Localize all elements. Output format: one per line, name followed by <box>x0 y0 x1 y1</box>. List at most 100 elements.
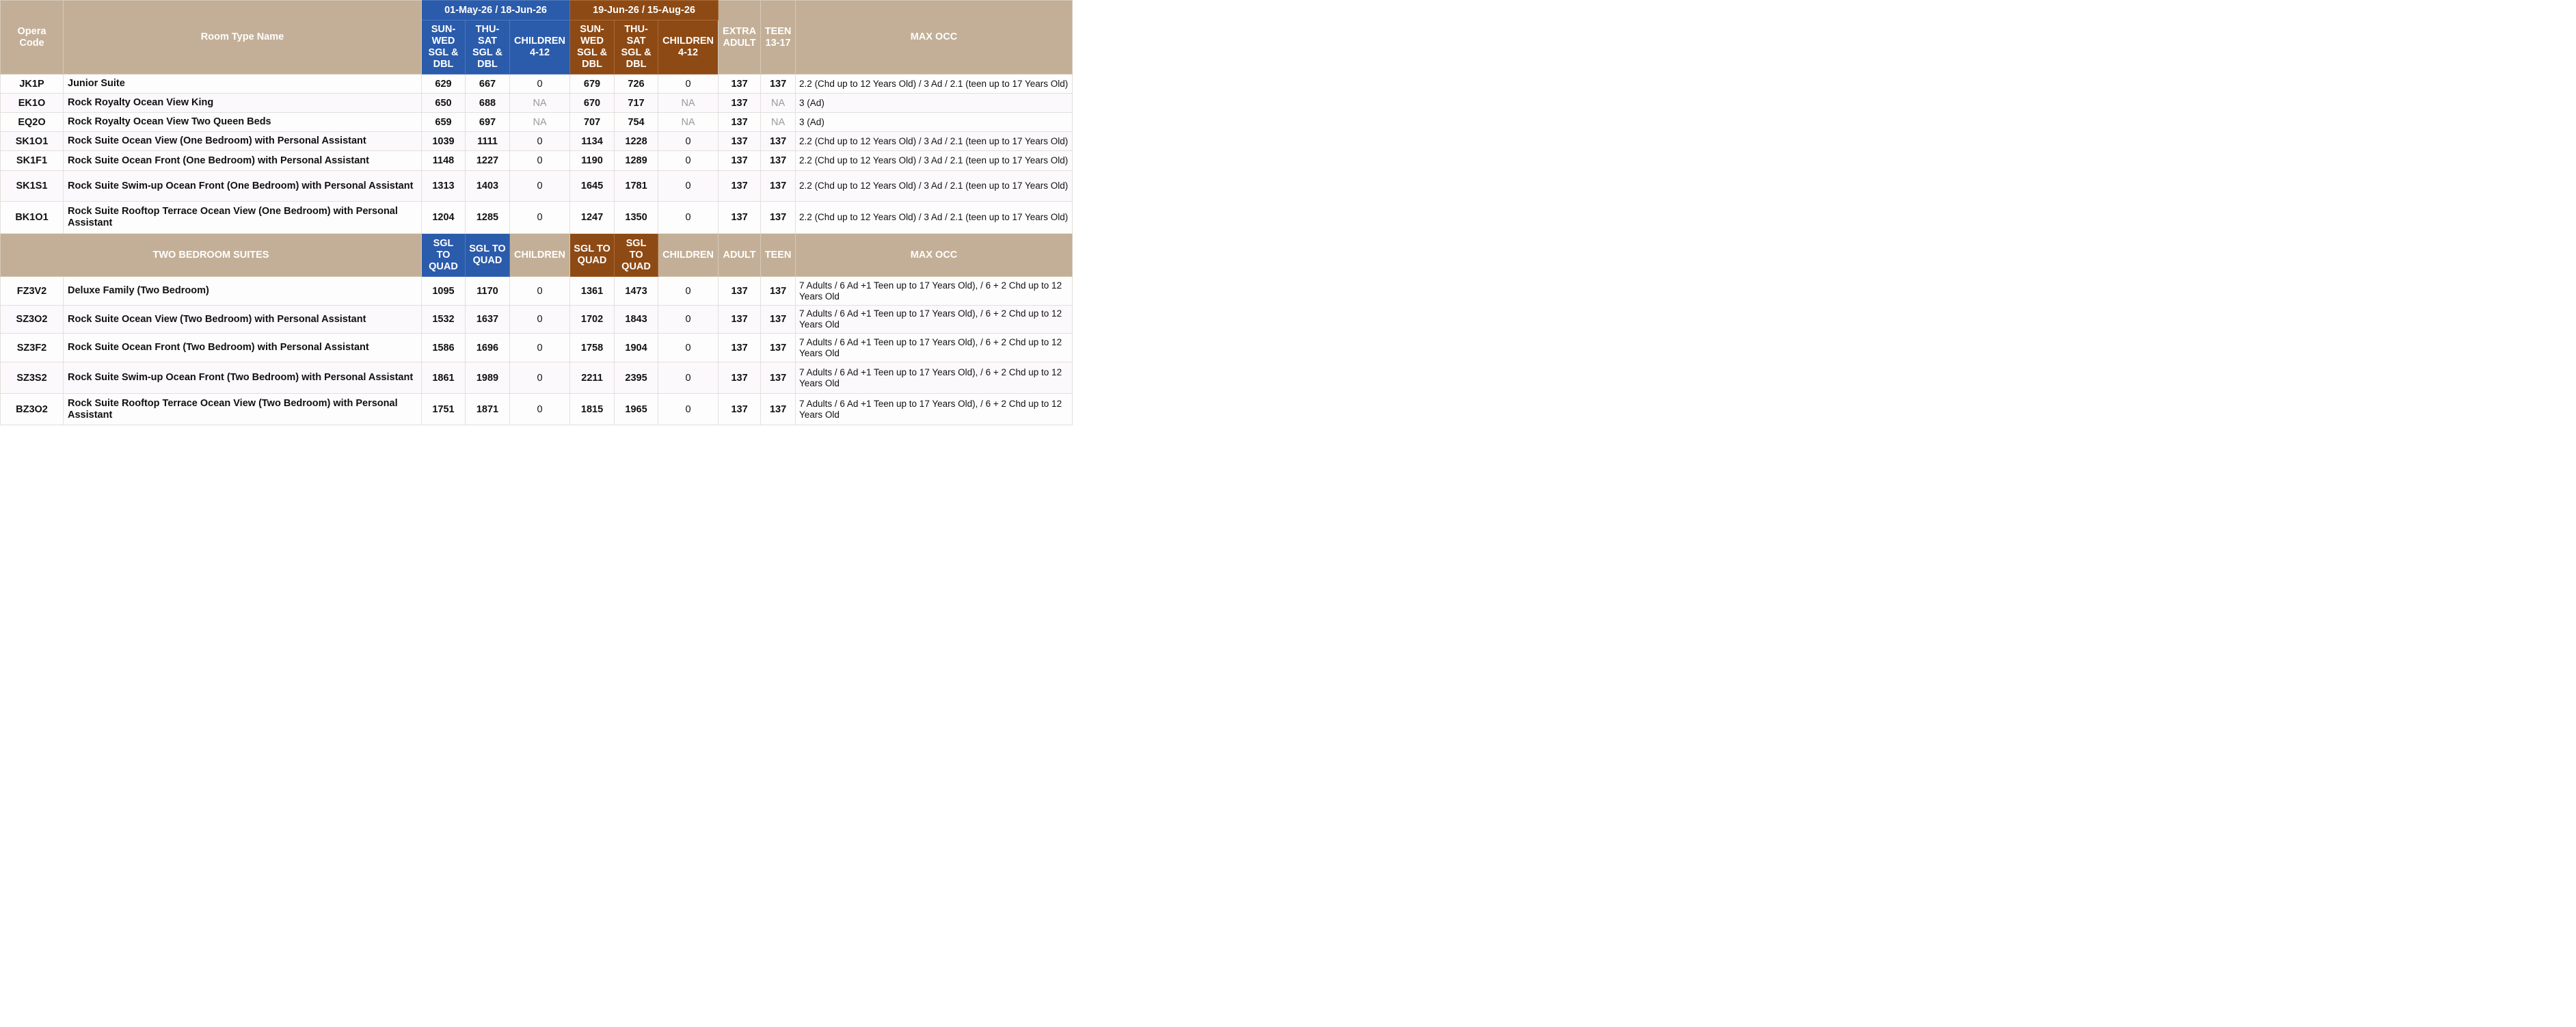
opera-code-header: Opera Code <box>0 0 64 75</box>
p2-children-rate: NA <box>658 112 719 132</box>
teen-rate: 137 <box>760 393 796 425</box>
p2-children-rate: 0 <box>658 333 719 362</box>
rate-table: Opera Code Room Type Name 01-May-26 / 18… <box>0 0 1073 425</box>
opera-code-cell: SZ3O2 <box>0 305 64 334</box>
p1-thu-sat-rate: 688 <box>465 93 510 113</box>
max-occ-cell: 2.2 (Chd up to 12 Years Old) / 3 Ad / 2.… <box>795 150 1073 171</box>
p2-thu-sat-rate: 1781 <box>614 170 659 202</box>
table-row: SK1F1 Rock Suite Ocean Front (One Bedroom… <box>0 150 1073 171</box>
table-row: SZ3S2 Rock Suite Swim-up Ocean Front (Two… <box>0 362 1073 394</box>
p2-sun-wed-rate: 707 <box>569 112 615 132</box>
extra-adult-rate: 137 <box>718 150 762 171</box>
p1-children-rate: 0 <box>509 74 571 94</box>
p2-thu-sat-rate: 717 <box>614 93 659 113</box>
p2-thu-sat-header: THU-SAT SGL & DBL <box>614 20 659 75</box>
room-name-cell: Rock Royalty Ocean View King <box>63 93 422 113</box>
opera-code-cell: SZ3S2 <box>0 362 64 394</box>
opera-code-cell: EQ2O <box>0 112 64 132</box>
p2-sun-wed-rate: 1190 <box>569 150 615 171</box>
table-row: SZ3O2 Rock Suite Ocean View (Two Bedroom)… <box>0 305 1073 334</box>
p1-children-rate: 0 <box>509 333 571 362</box>
p1-children-rate: NA <box>509 93 571 113</box>
max-occ-cell: 2.2 (Chd up to 12 Years Old) / 3 Ad / 2.… <box>795 201 1073 234</box>
opera-code-cell: EK1O <box>0 93 64 113</box>
room-name-cell: Rock Suite Ocean Front (Two Bedroom) wit… <box>63 333 422 362</box>
p2-children-rate: 0 <box>658 74 719 94</box>
p2-thu-sat-rate: 1965 <box>614 393 659 425</box>
p2-children-rate: 0 <box>658 201 719 234</box>
header-row-periods: Opera Code Room Type Name 01-May-26 / 18… <box>0 0 1073 75</box>
max-occ-cell: 3 (Ad) <box>795 112 1073 132</box>
opera-code-cell: SZ3F2 <box>0 333 64 362</box>
opera-code-cell: BZ3O2 <box>0 393 64 425</box>
extra-adult-rate: 137 <box>718 362 762 394</box>
p2-thu-sat-rate: 1350 <box>614 201 659 234</box>
opera-code-cell: FZ3V2 <box>0 276 64 306</box>
room-name-cell: Rock Suite Ocean View (One Bedroom) with… <box>63 131 422 151</box>
teen-rate: 137 <box>760 333 796 362</box>
p1-children-rate: NA <box>509 112 571 132</box>
p1-sun-wed-rate: 1313 <box>421 170 466 202</box>
p1-thu-sat-rate: 1989 <box>465 362 510 394</box>
p1-sgl-to-quad-header-1: SGL TO QUAD <box>421 233 466 277</box>
two-bedroom-section-header: TWO BEDROOM SUITES SGL TO QUAD SGL TO QU… <box>0 233 1073 277</box>
teen-rate: 137 <box>760 201 796 234</box>
p2-children-rate: 0 <box>658 305 719 334</box>
two-bedroom-rows: FZ3V2 Deluxe Family (Two Bedroom) 1095 1170… <box>0 276 1073 425</box>
teen-rate: 137 <box>760 170 796 202</box>
teen-rate: NA <box>760 93 796 113</box>
p2-thu-sat-rate: 1228 <box>614 131 659 151</box>
p1-thu-sat-rate: 1285 <box>465 201 510 234</box>
p1-sun-wed-rate: 650 <box>421 93 466 113</box>
p1-children-rate: 0 <box>509 131 571 151</box>
table-row: SZ3F2 Rock Suite Ocean Front (Two Bedroom… <box>0 333 1073 362</box>
p2-sun-wed-rate: 1815 <box>569 393 615 425</box>
p2-children-header-2br: CHILDREN <box>658 233 719 277</box>
table-row: JK1P Junior Suite 629 667 0 679 726 0 137 137 2.2 … <box>0 74 1073 94</box>
max-occ-cell: 7 Adults / 6 Ad +1 Teen up to 17 Years O… <box>795 362 1073 394</box>
p2-sun-wed-rate: 1134 <box>569 131 615 151</box>
p2-sun-wed-rate: 1702 <box>569 305 615 334</box>
max-occ-cell: 7 Adults / 6 Ad +1 Teen up to 17 Years O… <box>795 305 1073 334</box>
adult-header-2br: ADULT <box>718 233 762 277</box>
p1-sun-wed-rate: 1532 <box>421 305 466 334</box>
table-row: EK1O Rock Royalty Ocean View King 650 688 NA… <box>0 93 1073 113</box>
table-row: FZ3V2 Deluxe Family (Two Bedroom) 1095 1170… <box>0 276 1073 306</box>
room-name-cell: Deluxe Family (Two Bedroom) <box>63 276 422 306</box>
p1-children-rate: 0 <box>509 170 571 202</box>
p2-children-rate: 0 <box>658 170 719 202</box>
room-name-cell: Rock Suite Rooftop Terrace Ocean View (O… <box>63 201 422 234</box>
max-occ-cell: 2.2 (Chd up to 12 Years Old) / 3 Ad / 2.… <box>795 74 1073 94</box>
room-name-cell: Rock Royalty Ocean View Two Queen Beds <box>63 112 422 132</box>
p2-sun-wed-rate: 2211 <box>569 362 615 394</box>
room-name-cell: Rock Suite Ocean Front (One Bedroom) wit… <box>63 150 422 171</box>
teen-rate: 137 <box>760 276 796 306</box>
p2-sun-wed-rate: 1361 <box>569 276 615 306</box>
opera-code-cell: SK1S1 <box>0 170 64 202</box>
p1-children-rate: 0 <box>509 305 571 334</box>
extra-adult-rate: 137 <box>718 170 762 202</box>
p2-sun-wed-rate: 1247 <box>569 201 615 234</box>
opera-code-cell: SK1F1 <box>0 150 64 171</box>
p2-children-rate: NA <box>658 93 719 113</box>
p1-children-rate: 0 <box>509 150 571 171</box>
p2-children-rate: 0 <box>658 131 719 151</box>
teen-rate: 137 <box>760 305 796 334</box>
two-bedroom-title: TWO BEDROOM SUITES <box>0 233 422 277</box>
p1-sun-wed-rate: 629 <box>421 74 466 94</box>
room-name-cell: Junior Suite <box>63 74 422 94</box>
p2-thu-sat-rate: 1473 <box>614 276 659 306</box>
p1-sun-wed-rate: 659 <box>421 112 466 132</box>
teen-rate: 137 <box>760 150 796 171</box>
p2-thu-sat-rate: 754 <box>614 112 659 132</box>
room-name-cell: Rock Suite Swim-up Ocean Front (Two Bedr… <box>63 362 422 394</box>
extra-adult-header: EXTRA ADULT <box>718 0 762 75</box>
extra-adult-rate: 137 <box>718 333 762 362</box>
p1-children-rate: 0 <box>509 393 571 425</box>
p1-sun-wed-header: SUN-WED SGL & DBL <box>421 20 466 75</box>
p1-children-header: CHILDREN 4-12 <box>509 20 571 75</box>
p2-sgl-to-quad-header-1: SGL TO QUAD <box>569 233 615 277</box>
p1-children-rate: 0 <box>509 201 571 234</box>
p1-children-rate: 0 <box>509 362 571 394</box>
p1-thu-sat-rate: 1637 <box>465 305 510 334</box>
